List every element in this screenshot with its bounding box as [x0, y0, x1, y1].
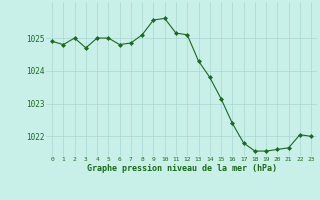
X-axis label: Graphe pression niveau de la mer (hPa): Graphe pression niveau de la mer (hPa): [87, 164, 276, 173]
